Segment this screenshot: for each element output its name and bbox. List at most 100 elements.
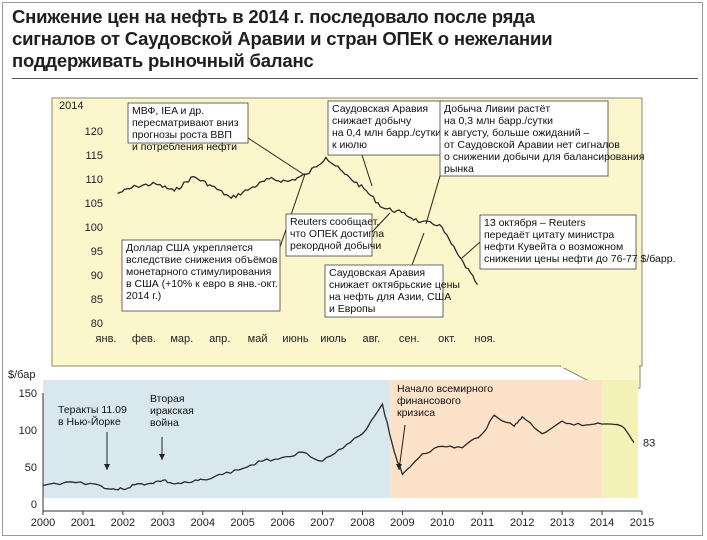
- callout-line: 13 октября – Reuters: [484, 217, 586, 229]
- x-tick-label-bottom: 2009: [390, 517, 414, 529]
- callout-text: 13 октября – Reuters передаёт цитату мини…: [484, 217, 675, 265]
- callout-line: на нефть для Азии, США: [329, 291, 451, 303]
- callout-text: Добыча Ливии растёт на 0,3 млн барр./сутк…: [444, 103, 644, 175]
- annotation-iraq-war-line: Вторая: [150, 393, 185, 405]
- shaded-period: [602, 380, 639, 498]
- callout-leader: [247, 137, 304, 175]
- callout-line: пересматривают вниз: [132, 117, 239, 129]
- chart-title: Снижение цен на нефть в 2014 г. последов…: [12, 6, 692, 72]
- callout-line: 2014 г.): [126, 290, 161, 302]
- callout-leader: [361, 154, 373, 187]
- callout-text: Доллар США укрепляется вследствие снижени…: [126, 242, 278, 302]
- callout-line: МВФ, IEA и др.: [132, 105, 204, 117]
- annotation-iraq-war: Вторая иракская война: [150, 393, 194, 429]
- x-tick-label-bottom: 2010: [430, 517, 454, 529]
- callout-box: [324, 264, 444, 318]
- callout-line: что ОПЕК достигла: [290, 228, 384, 240]
- x-tick-label-top: фев.: [132, 333, 156, 345]
- x-tick-label-bottom: 2005: [230, 517, 254, 529]
- x-tick-label-top: ноя.: [474, 333, 495, 345]
- callout-line: нефти Кувейта о возможном: [484, 241, 623, 253]
- x-tick-label-bottom: 2004: [190, 517, 214, 529]
- x-tick-label-bottom: 2007: [310, 517, 334, 529]
- callout-line: рекордной добычи: [290, 240, 381, 252]
- callout-line: к июлю: [332, 139, 367, 151]
- callout-leader: [279, 173, 306, 248]
- annotation-iraq-war-line: иракская: [150, 405, 194, 417]
- title-divider: [12, 78, 698, 79]
- x-tick-label-bottom: 2012: [510, 517, 534, 529]
- annotation-financial-crisis-line: Начало всемирного: [397, 383, 493, 395]
- callout-box: [121, 239, 281, 312]
- y-tick-label-top: 100: [85, 222, 103, 234]
- annotation-financial-crisis-arrowhead: [396, 464, 402, 470]
- callout-line: и Европы: [329, 303, 375, 315]
- x-tick-label-bottom: 2003: [151, 517, 175, 529]
- x-tick-label-bottom: 2008: [350, 517, 374, 529]
- x-tick-label-bottom: 2014: [590, 517, 614, 529]
- annotation-financial-crisis: Начало всемирного финансового кризиса: [397, 383, 493, 419]
- x-tick-label-top: май: [248, 333, 268, 345]
- panel-connector-mask: [561, 364, 639, 368]
- annotation-sept11-arrowhead: [104, 464, 110, 470]
- annotation-financial-crisis-arrow: [398, 424, 406, 471]
- callout-line: снижении цены нефти до 76-77 $/барр.: [484, 253, 675, 265]
- x-tick-label-top: июль: [320, 333, 347, 345]
- shaded-period: [43, 380, 391, 498]
- y-tick-label-bottom: 150: [19, 388, 37, 400]
- annotation-iraq-war-arrowhead: [159, 454, 165, 460]
- callout-leader: [461, 241, 481, 259]
- callout-line: о снижении добычи для балансирования: [444, 151, 644, 163]
- y-tick-label-top: 85: [91, 294, 103, 306]
- y-tick-label-bottom: 0: [31, 499, 37, 511]
- x-tick-label-top: окт.: [438, 333, 456, 345]
- x-tick-label-bottom: 2011: [470, 517, 494, 529]
- callout-leader: [411, 232, 425, 266]
- x-tick-label-bottom: 2001: [71, 517, 95, 529]
- callout-line: вследствие снижения объёмов: [126, 254, 278, 266]
- annotation-sept11-line: в Нью-Йорке: [58, 415, 121, 428]
- end-value-label: 83: [643, 438, 655, 450]
- callout-box: [285, 213, 373, 257]
- x-tick-label-top: авг.: [362, 333, 380, 345]
- x-tick-label-bottom: 2002: [111, 517, 135, 529]
- y-tick-label-bottom: 100: [19, 425, 37, 437]
- panel-year-label: 2014: [59, 100, 83, 112]
- series-line-2014: [117, 156, 479, 285]
- x-tick-label-bottom: 2015: [630, 517, 654, 529]
- x-tick-label-top: апр.: [209, 333, 230, 345]
- y-tick-label-top: 80: [91, 318, 103, 330]
- callout-leader: [371, 212, 391, 233]
- x-tick-label-bottom: 2013: [550, 517, 574, 529]
- annotation-sept11: Теракты 11.09 в Нью-Йорке: [58, 404, 127, 428]
- x-tick-label-bottom: 2006: [270, 517, 294, 529]
- callout-line: в США (+10% к евро в янв.-окт.: [126, 278, 278, 290]
- y-tick-label-top: 90: [91, 270, 103, 282]
- callout-line: монетарного стимулирования: [126, 266, 271, 278]
- y-tick-label-top: 115: [85, 150, 103, 162]
- x-tick-label-top: янв.: [96, 333, 117, 345]
- callout-line: прогнозы роста ВВП: [132, 129, 232, 141]
- title-line-1: Снижение цен на нефть в 2014 г. последов…: [12, 6, 535, 27]
- callout-line: Саудовская Аравия: [332, 103, 428, 115]
- callout-box: [127, 102, 249, 144]
- callout-line: Саудовская Аравия: [329, 267, 425, 279]
- callout-line: на 0,3 млн барр./сутки: [444, 115, 553, 127]
- x-tick-label-top: мар.: [170, 333, 193, 345]
- x-tick-label-top: июнь: [282, 333, 308, 345]
- callout-line: снижает добычу: [332, 115, 412, 127]
- callout-line: от Саудовской Аравии нет сигналов: [444, 139, 620, 151]
- callout-box: [439, 100, 609, 177]
- callout-line: к августу, больше ожиданий –: [444, 127, 590, 139]
- callout-line: рынка: [444, 163, 474, 175]
- callout-text: Саудовская Аравия снижает октябрьские цен…: [329, 267, 460, 315]
- shaded-period: [390, 380, 603, 498]
- title-line-2: сигналов от Саудовской Аравии и стран ОП…: [12, 28, 553, 49]
- callout-line: передаёт цитату министра: [484, 229, 614, 241]
- annotation-financial-crisis-line: финансового: [397, 395, 461, 407]
- annotation-financial-crisis-line: кризиса: [397, 407, 435, 419]
- y-axis-title-bottom: $/бар: [8, 369, 35, 381]
- callout-line: на 0,4 млн барр./сутки: [332, 127, 441, 139]
- callout-line: Добыча Ливии растёт: [444, 103, 550, 115]
